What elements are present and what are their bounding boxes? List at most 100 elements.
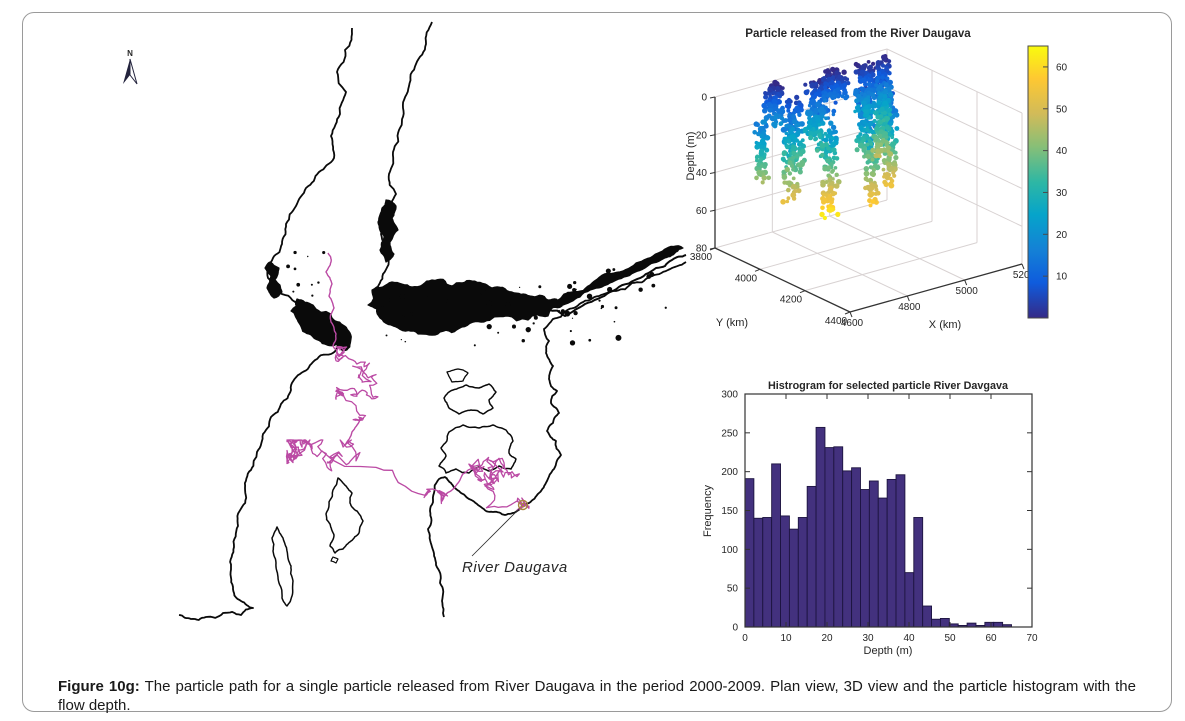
scatter-point <box>840 94 845 99</box>
scatter-point <box>823 85 828 90</box>
scatter-point <box>794 94 800 100</box>
histogram-bar <box>939 618 950 628</box>
scatter-point <box>870 147 876 153</box>
plot-3d-tick-label: 4000 <box>735 273 758 284</box>
scatter-point <box>870 199 876 204</box>
scatter-point <box>854 98 860 104</box>
plot-3d-tick-label: 20 <box>696 130 708 141</box>
histogram-bar <box>877 497 888 628</box>
scatter-point <box>756 131 761 137</box>
histogram-bar <box>851 467 861 628</box>
scatter-point <box>820 152 825 158</box>
scatter-point <box>866 153 871 158</box>
dense-coast-blob <box>557 245 684 307</box>
scatter-point <box>761 175 767 181</box>
islet-speckle <box>600 304 605 309</box>
histogram-bar <box>913 517 924 628</box>
scatter-point <box>776 108 782 114</box>
plot-3d-tick-label: 40 <box>696 168 708 179</box>
islet-speckle <box>402 314 405 318</box>
scatter-point <box>797 112 802 118</box>
islet-speckle <box>571 317 574 319</box>
scatter-point <box>876 99 882 106</box>
islet-speckle <box>598 299 601 302</box>
colorbar-tick-label: 60 <box>1056 62 1068 73</box>
islet-speckle <box>444 314 446 317</box>
scatter-point <box>887 79 894 85</box>
histogram-bar <box>824 447 835 628</box>
scatter-point <box>828 185 834 191</box>
scatter-point <box>865 142 870 147</box>
islet-speckle <box>545 310 550 315</box>
scatter-point <box>752 130 757 135</box>
scatter-point <box>803 89 810 96</box>
scatter-point <box>819 142 826 149</box>
scatter-point <box>884 65 889 71</box>
scatter-point <box>891 170 896 175</box>
particle-path-thread <box>442 469 469 499</box>
scatter-point <box>862 119 867 125</box>
coast-path <box>427 261 687 618</box>
plot-3d-ylabel: Y (km) <box>716 317 748 329</box>
scatter-point <box>863 108 869 115</box>
islet-speckle <box>497 331 500 334</box>
histogram-bar <box>797 517 808 628</box>
scatter-point <box>871 100 876 106</box>
plot-3d-title: Particle released from the River Daugava <box>745 27 971 40</box>
north-arrow-left-half <box>123 59 130 84</box>
scatter-point <box>870 82 875 87</box>
scatter-point <box>798 141 804 147</box>
archipelago-speckles <box>286 250 667 347</box>
scatter-point <box>819 106 825 112</box>
scatter-point <box>763 94 769 100</box>
colorbar-tick-labels: 10 20 30 40 50 60 <box>1043 62 1068 283</box>
scatter-point <box>856 134 861 140</box>
scatter-point <box>862 63 868 68</box>
scatter-point <box>831 168 835 173</box>
scatter-point <box>760 119 766 125</box>
histogram-bar <box>744 478 755 628</box>
islet-speckle <box>386 298 391 302</box>
scatter-point <box>800 149 806 155</box>
scatter-point <box>886 156 892 163</box>
histogram-bar <box>984 621 995 628</box>
scatter-point <box>880 63 886 68</box>
histogram-bar <box>833 446 844 628</box>
scatter-point <box>871 172 876 178</box>
release-point-marker <box>517 499 529 511</box>
scatter-point <box>792 119 798 125</box>
scatter-point <box>874 79 880 84</box>
islet-speckle <box>573 310 578 316</box>
scatter-point <box>823 81 828 86</box>
scatter-point <box>773 115 778 120</box>
histogram-x-tick-label: 20 <box>821 633 833 644</box>
islet-speckle <box>380 303 385 307</box>
scatter-point <box>790 193 795 198</box>
scatter-point <box>861 100 867 106</box>
scatter-point <box>880 75 885 80</box>
scatter-point <box>826 76 832 82</box>
islet-speckle <box>473 344 476 347</box>
scatter-point <box>757 126 764 132</box>
islet-speckle <box>404 340 407 343</box>
scatter-point <box>834 172 839 177</box>
islet-speckle <box>532 322 535 325</box>
islet-speckle <box>613 274 617 278</box>
islet-speckle <box>443 298 448 303</box>
histogram-bar <box>806 485 817 628</box>
scatter-point <box>756 169 762 176</box>
histogram-title: Histrogram for selected particle River D… <box>768 380 1009 392</box>
island-outline <box>330 556 339 564</box>
islet-speckle <box>564 310 571 317</box>
scatter-point <box>863 170 870 177</box>
islet-speckle <box>615 334 622 341</box>
scatter-point <box>823 91 828 96</box>
scatter-point <box>826 128 832 134</box>
plot-3d-tick-label: 4800 <box>898 302 921 313</box>
scatter-point <box>835 87 841 93</box>
islet-speckle <box>307 255 309 258</box>
particle-path-scribble <box>285 439 449 505</box>
islet-speckle <box>600 307 603 310</box>
dense-coast-blob <box>264 261 283 299</box>
